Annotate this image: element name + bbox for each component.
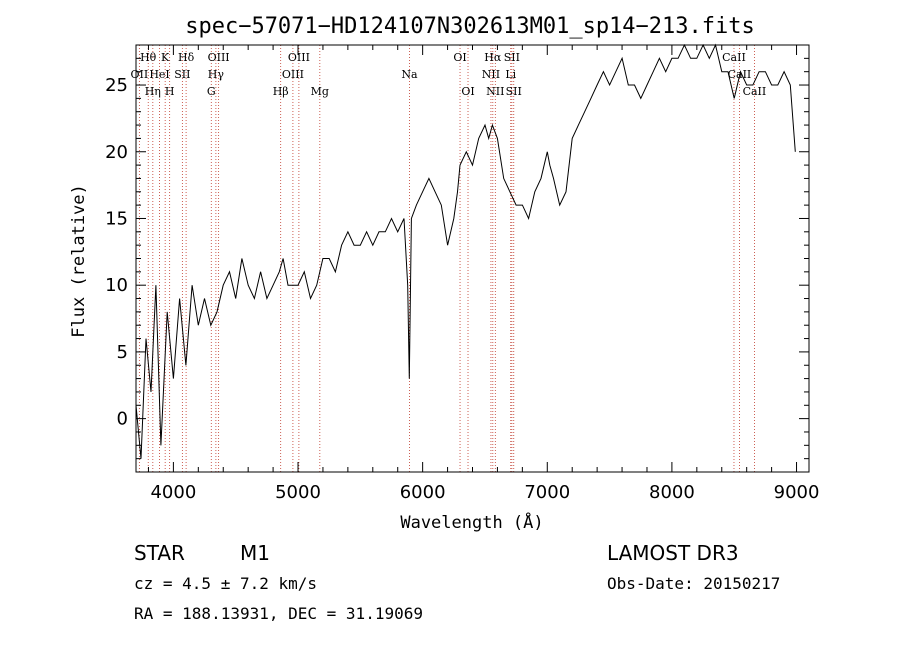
line-marker-label: HeI — [149, 68, 169, 81]
line-marker-label: OIII — [288, 51, 310, 64]
line-marker-label: Na — [401, 68, 418, 81]
y-tick-label: 10 — [105, 275, 128, 296]
y-tick-label: 5 — [117, 342, 128, 363]
survey-name: LAMOST DR3 — [607, 541, 739, 565]
line-marker-label: CaII — [722, 51, 746, 64]
y-tick-label: 20 — [105, 142, 128, 163]
spectrum-line — [135, 43, 796, 459]
line-marker-label: NII — [486, 85, 504, 98]
x-tick-label: 8000 — [649, 482, 695, 503]
observation-date: Obs-Date: 20150217 — [607, 574, 781, 593]
line-marker-label: Hθ — [140, 51, 157, 64]
line-marker-label: OII — [131, 68, 149, 81]
line-marker-label: SII — [504, 51, 520, 64]
line-marker-label: H — [165, 85, 175, 98]
object-subclass: M1 — [240, 541, 270, 565]
line-marker-label: Li — [505, 68, 516, 81]
y-axis-ticks: 0 5 10 15 20 25 — [105, 44, 809, 460]
coordinates: RA = 188.13931, DEC = 31.19069 — [134, 604, 423, 623]
line-marker-label: CaII — [743, 85, 767, 98]
line-marker-label: Hβ — [273, 85, 289, 98]
y-axis-label: Flux (relative) — [69, 184, 89, 338]
x-axis-label: Wavelength (Å) — [400, 511, 543, 533]
x-tick-label: 4000 — [150, 482, 196, 503]
line-marker-label: Hδ — [178, 51, 195, 64]
y-tick-label: 15 — [105, 208, 128, 229]
line-marker-label: SII — [174, 68, 190, 81]
line-marker-label: Hγ — [208, 68, 225, 81]
line-marker-label: G — [207, 85, 216, 98]
emission-line-markers — [138, 45, 755, 472]
x-tick-label: 9000 — [774, 482, 820, 503]
x-tick-label: 6000 — [400, 482, 446, 503]
emission-line-labels: OII Hθ Hη HeI K H SII Hδ G Hγ OIII Hβ OIII OIII Mg Na OI… — [131, 51, 767, 98]
line-marker-label: K — [161, 51, 170, 64]
x-axis-ticks: 4000 5000 6000 7000 8000 9000 — [147, 45, 820, 503]
y-tick-label: 0 — [117, 409, 128, 430]
line-marker-label: OI — [461, 85, 474, 98]
line-marker-label: OIII — [208, 51, 230, 64]
line-marker-label: OI — [453, 51, 466, 64]
x-tick-label: 7000 — [524, 482, 570, 503]
line-marker-label: Hη — [145, 85, 161, 98]
y-tick-label: 25 — [105, 75, 128, 96]
redshift-cz: cz = 4.5 ± 7.2 km/s — [134, 574, 318, 593]
line-marker-label: NII — [482, 68, 500, 81]
line-marker-label: SII — [506, 85, 522, 98]
x-tick-label: 5000 — [275, 482, 321, 503]
line-marker-label: OIII — [282, 68, 304, 81]
plot-frame — [135, 44, 810, 473]
line-marker-label: Mg — [311, 85, 329, 98]
object-class: STAR — [134, 541, 185, 565]
line-marker-label: Hα — [484, 51, 502, 64]
chart-title: spec−57071−HD124107N302613M01_sp14−213.f… — [185, 14, 755, 39]
